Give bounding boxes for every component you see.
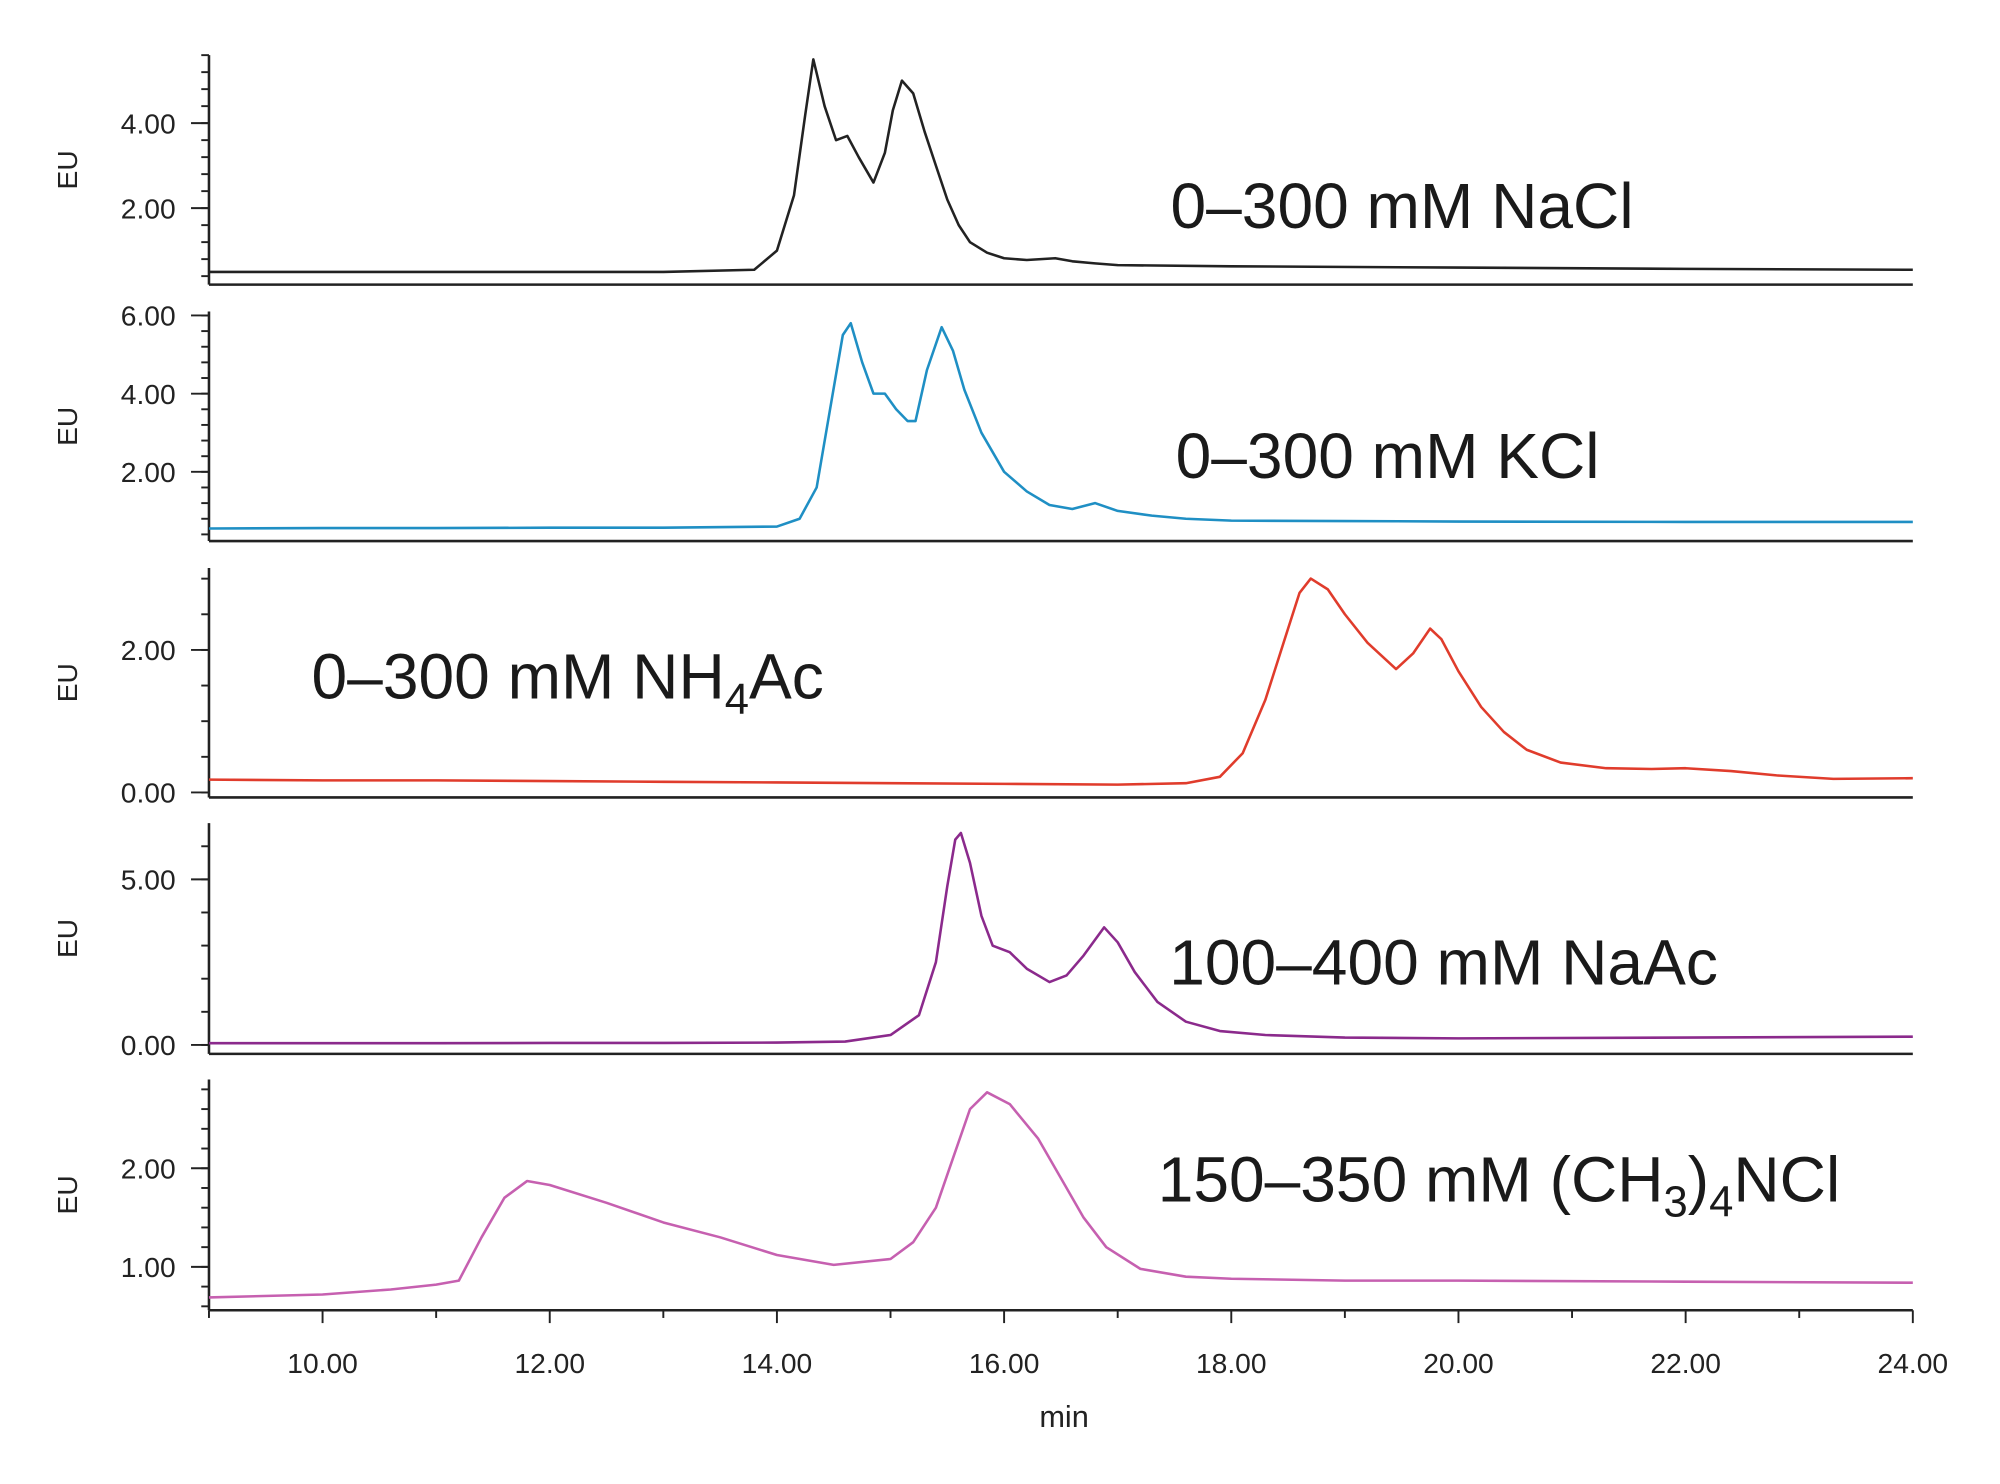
x-tick-label: 12.00 xyxy=(514,1347,585,1379)
y-tick-label: 5.00 xyxy=(121,864,176,896)
y-tick-label: 2.00 xyxy=(121,1153,176,1185)
panel-3: 0.00 2.00 EU 0–300 mM NH4Ac xyxy=(51,567,1913,809)
y-axis-title: EU xyxy=(51,919,83,958)
series-label: 0–300 mM KCl xyxy=(1176,420,1600,492)
panel-4: 0.00 5.00 EU 100–400 mM NaAc xyxy=(51,823,1913,1061)
y-tick-label: 0.00 xyxy=(121,1029,176,1061)
y-axis-title: EU xyxy=(51,150,83,189)
label-text: 100–400 mM NaAc xyxy=(1169,927,1718,999)
x-tick-label: 10.00 xyxy=(287,1347,358,1379)
label-text: 150–350 mM (CH xyxy=(1158,1143,1664,1215)
panel-1: 2.00 4.00 EU 0–300 mM NaCl xyxy=(51,54,1913,286)
label-text: Ac xyxy=(749,641,824,713)
panels: 2.00 4.00 EU 0–300 mM NaCl 2.00 4.00 6.00 EU 0–3… xyxy=(51,54,1913,1312)
label-text: 0–300 mM NH xyxy=(312,641,725,713)
label-text: ) xyxy=(1688,1143,1709,1215)
x-axis: 10.00 12.00 14.00 16.00 18.00 20.00 22.00 24.00 xyxy=(208,1310,1949,1379)
y-tick-label: 1.00 xyxy=(121,1251,176,1283)
y-tick-label: 6.00 xyxy=(121,300,176,332)
series-label: 150–350 mM (CH3)4NCl xyxy=(1158,1143,1841,1226)
trace-line xyxy=(208,321,1913,530)
x-tick-label: 14.00 xyxy=(742,1347,813,1379)
series-label: 100–400 mM NaAc xyxy=(1169,927,1718,999)
label-text: 0–300 mM NaCl xyxy=(1171,170,1634,242)
y-tick-label: 4.00 xyxy=(121,378,176,410)
trace-line xyxy=(208,577,1913,786)
series-label: 0–300 mM NaCl xyxy=(1171,170,1634,242)
x-tick-label: 22.00 xyxy=(1650,1347,1721,1379)
trace-line xyxy=(208,1091,1913,1299)
y-axis-title: EU xyxy=(51,663,83,702)
label-text: NCl xyxy=(1733,1143,1840,1215)
label-text: 0–300 mM KCl xyxy=(1176,420,1600,492)
x-axis-title: min xyxy=(1039,1399,1089,1434)
label-subscript: 3 xyxy=(1664,1179,1688,1227)
panel-2: 2.00 4.00 6.00 EU 0–300 mM KCl xyxy=(51,300,1913,543)
trace-line xyxy=(208,58,1913,274)
y-tick-label: 2.00 xyxy=(121,456,176,488)
y-tick-label: 0.00 xyxy=(121,777,176,809)
y-axis-title: EU xyxy=(51,1175,83,1214)
y-tick-label: 4.00 xyxy=(121,107,176,139)
x-tick-label: 18.00 xyxy=(1196,1347,1267,1379)
x-tick-label: 24.00 xyxy=(1878,1347,1949,1379)
x-tick-label: 20.00 xyxy=(1423,1347,1494,1379)
series-label: 0–300 mM NH4Ac xyxy=(312,641,824,724)
panel-5: 1.00 2.00 EU 150–350 mM (CH3)4NCl xyxy=(51,1079,1913,1312)
label-subscript: 4 xyxy=(725,676,749,724)
trace-line xyxy=(208,831,1913,1045)
y-axis-title: EU xyxy=(51,407,83,446)
y-tick-label: 2.00 xyxy=(121,634,176,666)
label-subscript: 4 xyxy=(1709,1179,1733,1227)
x-tick-label: 16.00 xyxy=(969,1347,1040,1379)
y-tick-label: 2.00 xyxy=(121,192,176,224)
